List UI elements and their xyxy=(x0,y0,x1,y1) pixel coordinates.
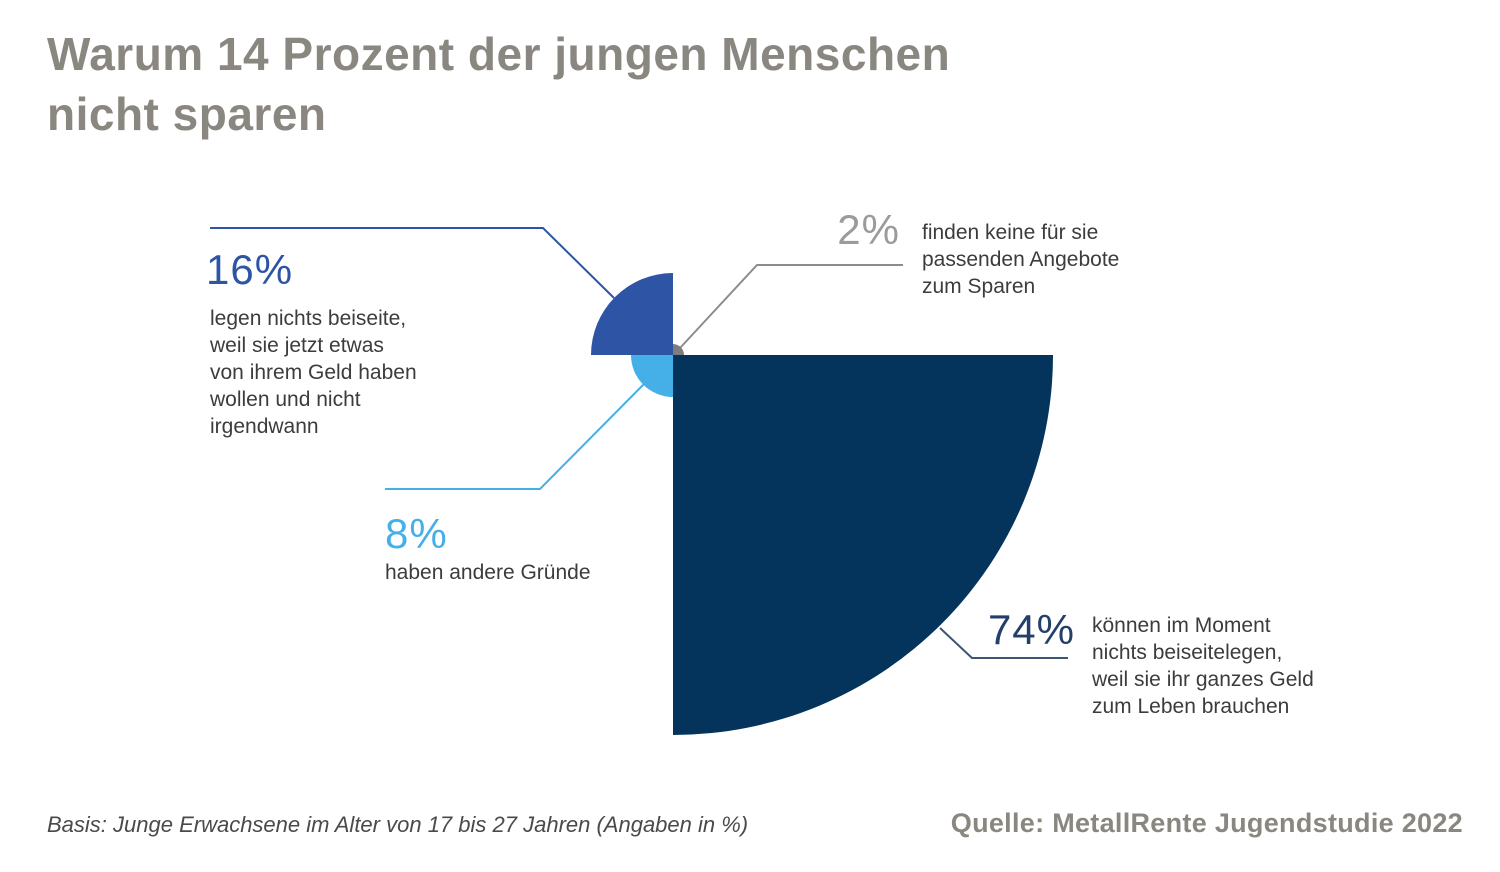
segment-description-8: haben andere Gründe xyxy=(385,561,591,584)
source-credit: Quelle: MetallRente Jugendstudie 2022 xyxy=(950,808,1463,838)
leader-line-2 xyxy=(679,264,903,349)
segment-description-2: finden keine für sie passenden Angebote … xyxy=(922,221,1120,298)
leader-line-8 xyxy=(385,383,645,490)
percent-label-74: 74% xyxy=(987,606,1075,653)
pie-segment-74 xyxy=(673,355,1053,735)
pie-segment-2 xyxy=(673,344,684,355)
pie-segment-8 xyxy=(631,355,673,397)
pie-segment-16 xyxy=(591,273,673,355)
segment-description-16: legen nichts beiseite, weil sie jetzt et… xyxy=(210,307,417,438)
chart-title: Warum 14 Prozent der jungen Menschen nic… xyxy=(47,28,951,140)
basis-note: Basis: Junge Erwachsene im Alter von 17 … xyxy=(47,812,749,837)
percent-label-2: 2% xyxy=(837,206,900,253)
leader-line-74 xyxy=(939,627,1068,659)
segment-description-74: können im Moment nichts beiseitelegen, w… xyxy=(1092,614,1314,718)
leader-line-16 xyxy=(210,227,615,299)
percent-label-16: 16% xyxy=(206,246,294,293)
percent-label-8: 8% xyxy=(385,510,448,557)
